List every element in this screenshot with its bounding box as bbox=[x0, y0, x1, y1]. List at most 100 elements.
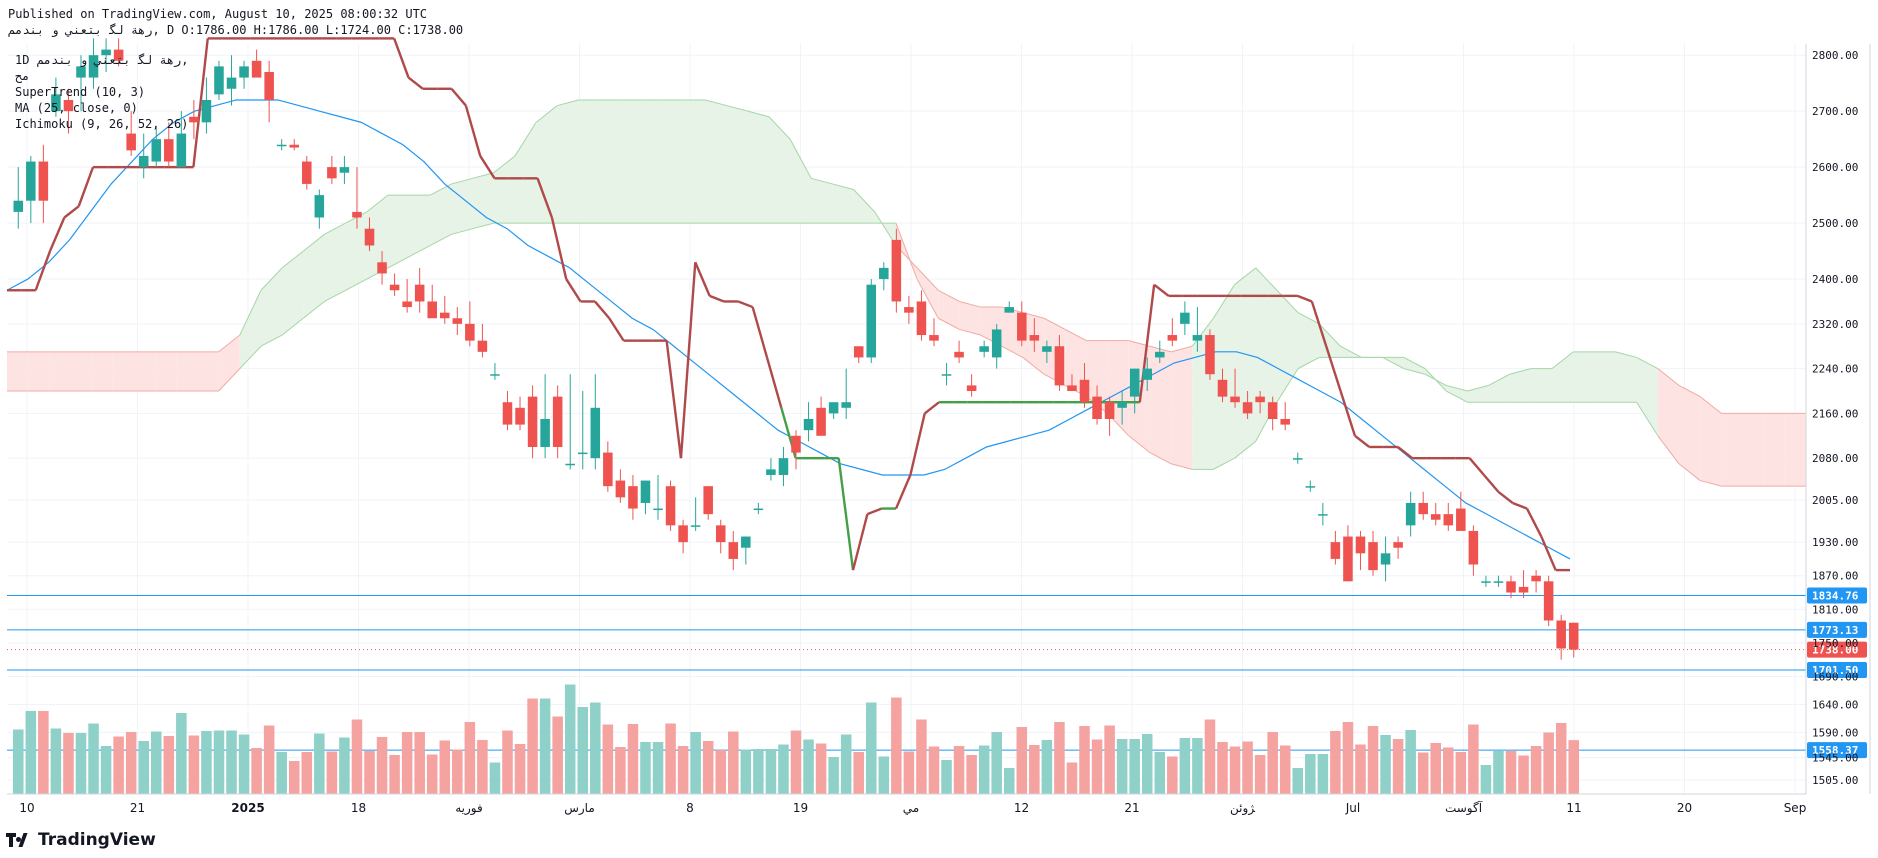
volume-bar bbox=[665, 723, 676, 794]
candle-body bbox=[1292, 458, 1303, 460]
candle-body bbox=[1481, 581, 1491, 583]
candle-body bbox=[841, 402, 851, 408]
ichimoku-cloud bbox=[7, 99, 1806, 487]
legend-ma[interactable]: MA (25, close, 0) bbox=[15, 101, 138, 115]
cloud-segment bbox=[663, 99, 685, 224]
supertrend-segment bbox=[1297, 294, 1313, 303]
volume-bar bbox=[75, 733, 87, 794]
supertrend-segment bbox=[407, 76, 424, 90]
y-tick-label: 2700.00 bbox=[1812, 105, 1858, 118]
tradingview-logo[interactable]: TradingView bbox=[6, 830, 156, 850]
cloud-edge-top bbox=[726, 105, 748, 112]
candle-body bbox=[1180, 312, 1190, 324]
cloud-edge-bottom bbox=[1657, 435, 1680, 465]
cloud-edge-bottom bbox=[430, 233, 452, 246]
cloud-edge-bottom bbox=[1234, 440, 1257, 459]
chart-grid bbox=[7, 44, 1806, 794]
cloud-segment bbox=[112, 351, 134, 392]
cloud-edge-top bbox=[789, 138, 812, 179]
volume-bar bbox=[891, 697, 902, 794]
volume-bar bbox=[1518, 755, 1529, 794]
y-tick-label: 1930.00 bbox=[1812, 536, 1858, 549]
volume-bar bbox=[828, 757, 839, 794]
cloud-segment bbox=[409, 195, 431, 257]
volume-bar bbox=[138, 741, 149, 794]
cloud-segment bbox=[1467, 385, 1489, 403]
volume-bar bbox=[991, 732, 1002, 794]
supertrend-segment bbox=[837, 458, 855, 571]
tradingview-brand: TradingView bbox=[38, 830, 156, 850]
volume-bar bbox=[1192, 738, 1203, 794]
cloud-edge-top bbox=[281, 250, 304, 269]
cloud-segment bbox=[726, 105, 748, 224]
cloud-segment bbox=[1784, 413, 1806, 487]
volume-bar bbox=[263, 725, 275, 794]
cloud-edge-bottom bbox=[1700, 480, 1722, 487]
volume-bar bbox=[1455, 752, 1467, 794]
volume-bar bbox=[928, 746, 940, 794]
supertrend-segment bbox=[909, 413, 926, 476]
volume-bar bbox=[564, 684, 576, 794]
x-tick-label: 11 bbox=[1566, 801, 1581, 815]
volume-bar bbox=[740, 749, 752, 794]
volume-bar bbox=[1217, 742, 1228, 794]
cloud-edge-top bbox=[451, 177, 473, 185]
cloud-edge-top bbox=[1699, 396, 1722, 414]
cloud-segment bbox=[1594, 351, 1616, 403]
price-level-label: 1834.76 bbox=[1812, 589, 1859, 602]
candle-body bbox=[954, 351, 964, 358]
candle-body bbox=[1355, 536, 1366, 554]
cloud-segment bbox=[155, 351, 177, 392]
candle-body bbox=[239, 66, 249, 78]
cloud-segment bbox=[832, 183, 854, 224]
cloud-segment bbox=[1403, 357, 1426, 375]
candle-body bbox=[753, 508, 764, 511]
cloud-segment bbox=[493, 155, 515, 224]
cloud-segment bbox=[1488, 374, 1510, 403]
candle-body bbox=[778, 458, 789, 475]
candle-body bbox=[226, 77, 237, 89]
cloud-segment bbox=[239, 290, 261, 369]
cloud-segment bbox=[1213, 284, 1235, 470]
cloud-segment bbox=[324, 223, 346, 302]
cloud-segment bbox=[282, 251, 304, 336]
candle-body bbox=[1280, 419, 1290, 425]
volume-bar bbox=[1468, 724, 1479, 794]
candle-body bbox=[477, 340, 488, 352]
cloud-edge-top bbox=[1212, 284, 1235, 319]
volume-bar bbox=[1003, 768, 1015, 794]
cloud-edge-top bbox=[1276, 289, 1299, 314]
y-tick-label: 1505.00 bbox=[1812, 774, 1858, 787]
x-tick-label: 10 bbox=[19, 801, 34, 815]
candle-body bbox=[101, 49, 111, 56]
tradingview-logo-icon bbox=[6, 833, 32, 847]
candle-body bbox=[1456, 508, 1466, 531]
cloud-edge-bottom bbox=[451, 228, 473, 235]
supertrend-segment bbox=[1354, 434, 1370, 448]
cloud-edge-bottom bbox=[1149, 452, 1172, 465]
x-tick-label: 19 bbox=[793, 801, 808, 815]
cloud-edge-bottom bbox=[239, 345, 262, 369]
legend-ichimoku[interactable]: Ichimoku (9, 26, 52, 26) bbox=[15, 117, 189, 131]
candle-body bbox=[552, 396, 563, 447]
volume-bar bbox=[125, 732, 137, 794]
legend-supertrend[interactable]: SuperTrend (10, 3) bbox=[15, 85, 146, 99]
cloud-edge-top bbox=[1551, 351, 1574, 370]
candle-body bbox=[352, 211, 362, 218]
supertrend-segment bbox=[709, 294, 725, 303]
horizontal-lines: 1834.76 1773.13 1701.50 1558.37 1738.00 bbox=[7, 587, 1867, 759]
candle-body bbox=[1092, 396, 1102, 419]
volume-bar bbox=[916, 719, 927, 794]
y-tick-label: 2240.00 bbox=[1812, 363, 1858, 376]
volume-bar bbox=[1530, 746, 1542, 794]
cloud-segment bbox=[1107, 340, 1129, 436]
supertrend-segment bbox=[192, 38, 209, 168]
candle-body bbox=[1493, 581, 1504, 583]
price-level-label: 1773.13 bbox=[1812, 624, 1858, 637]
candle-body bbox=[527, 396, 538, 447]
volume-bar bbox=[1129, 739, 1140, 794]
volume-bar bbox=[1317, 754, 1329, 794]
volume-bar bbox=[1480, 765, 1492, 794]
candle-body bbox=[1543, 581, 1554, 621]
